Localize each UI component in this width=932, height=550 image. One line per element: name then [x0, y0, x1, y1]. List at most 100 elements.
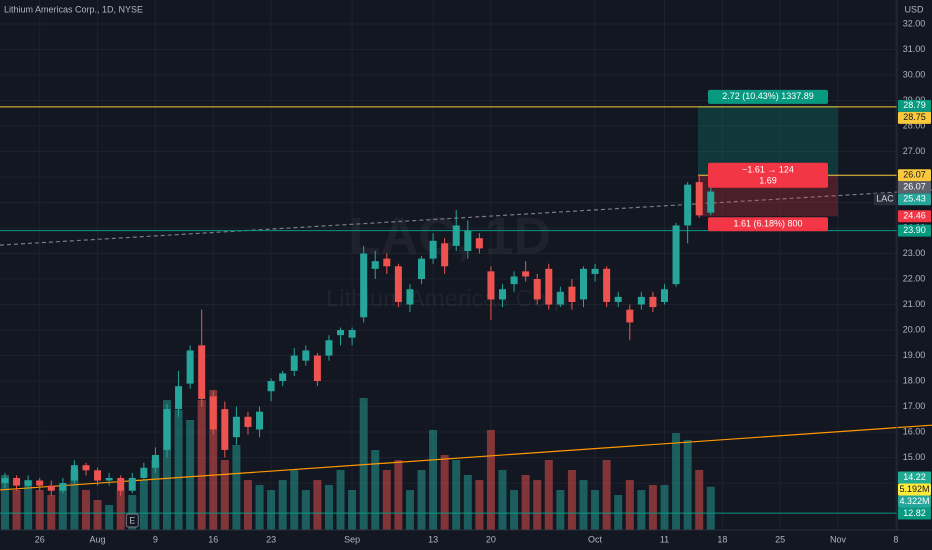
currency: USD	[904, 4, 924, 14]
price-tag-label: 24.46	[903, 211, 926, 221]
x-tick-label: Oct	[588, 534, 603, 544]
volume-bar	[128, 495, 137, 530]
volume-bar	[486, 430, 495, 530]
candle-body	[556, 291, 564, 305]
y-tick-label: 31.00	[903, 44, 926, 54]
candle-body	[406, 289, 414, 305]
volume-bar	[220, 460, 229, 530]
symbol-tag	[874, 193, 896, 206]
volume-bar	[12, 490, 21, 530]
price-tag	[898, 99, 931, 112]
volume-bar	[614, 495, 623, 530]
y-tick-label: 27.00	[903, 146, 926, 156]
candle-body	[105, 477, 113, 481]
x-tick-label: 9	[153, 534, 158, 544]
volume-bar	[405, 490, 414, 530]
chart-title: Lithium Americas Corp., 1D, NYSE	[4, 4, 143, 14]
x-tick-label: 20	[486, 534, 496, 544]
candle-body	[707, 191, 715, 213]
price-tag	[898, 471, 931, 484]
volume-bar	[417, 470, 426, 530]
volume-bar	[625, 480, 634, 530]
volume-bar	[162, 400, 171, 530]
volume-bar	[267, 490, 276, 530]
volume-bar	[35, 490, 44, 530]
candle-body	[59, 483, 67, 491]
candle-body	[267, 381, 275, 392]
candle-body	[290, 355, 298, 371]
volume-bar	[116, 490, 125, 530]
y-tick-label: 32.00	[903, 18, 926, 28]
volume-bar	[186, 420, 195, 530]
candle-body	[94, 470, 102, 481]
candle-body	[302, 350, 310, 361]
x-tick-label: Nov	[830, 534, 847, 544]
volume-bar	[683, 440, 692, 530]
candle-body	[418, 258, 426, 280]
candle-body	[614, 296, 622, 302]
symbol-tag-label: LAC	[876, 194, 894, 204]
volume-bar	[521, 475, 530, 530]
candle-body	[383, 258, 391, 267]
candle-body	[13, 477, 21, 486]
price-tag-label: 5.192M	[899, 484, 929, 494]
volume-bar	[591, 490, 600, 530]
y-tick-label: 23.00	[903, 248, 926, 258]
y-tick-label: 30.00	[903, 69, 926, 79]
volume-bar	[81, 490, 90, 530]
volume-bar	[139, 480, 148, 530]
y-tick-label: 22.00	[903, 273, 926, 283]
candle-body	[279, 373, 287, 382]
candle-body	[580, 268, 587, 300]
candle-body	[348, 330, 356, 338]
volume-bar	[24, 480, 33, 530]
candle-body	[475, 238, 483, 249]
volume-bar	[197, 400, 206, 530]
candle-body	[325, 340, 333, 356]
candle-body	[337, 330, 345, 336]
entry-label: −1.61 → 124	[742, 165, 794, 175]
volume-bar	[301, 490, 310, 530]
price-tag-label: 12.82	[903, 508, 926, 518]
candle-body	[70, 465, 78, 481]
y-tick-label: 18.00	[903, 375, 926, 385]
price-tag	[898, 224, 931, 237]
candle-body	[394, 266, 402, 302]
volume-bar	[348, 490, 357, 530]
candle-body	[175, 386, 183, 410]
trend-line	[0, 189, 932, 246]
price-tag-label: 26.07	[903, 170, 926, 180]
x-tick-label: 26	[35, 534, 45, 544]
x-tick-label: 8	[893, 534, 898, 544]
entry-label-box	[708, 162, 828, 188]
stop-label-box	[708, 217, 828, 232]
x-tick-label: 13	[428, 534, 438, 544]
volume-bar	[672, 433, 681, 530]
volume-bar	[660, 485, 669, 530]
price-tag	[898, 507, 931, 520]
candle-body	[568, 286, 576, 302]
volume-bar	[544, 460, 553, 530]
price-tag-label: 14.22	[903, 472, 926, 482]
candle-body	[522, 271, 530, 277]
candle-body	[660, 289, 668, 302]
volume-bar	[429, 430, 438, 530]
y-tick-label: 28.00	[903, 120, 926, 130]
candle-body	[82, 465, 90, 471]
volume-bar	[174, 410, 183, 530]
volume-bar	[567, 470, 576, 530]
price-tag	[898, 483, 931, 496]
candle-body	[637, 296, 645, 305]
candle-body	[672, 225, 680, 285]
candle-body	[603, 268, 611, 302]
volume-bar	[70, 470, 79, 530]
volume-bar	[556, 490, 565, 530]
y-tick-label: 15.00	[903, 452, 926, 462]
price-tag-label: 28.75	[903, 112, 926, 122]
volume-bar	[533, 480, 542, 530]
price-tag	[898, 193, 931, 206]
volume-bar	[336, 470, 345, 530]
